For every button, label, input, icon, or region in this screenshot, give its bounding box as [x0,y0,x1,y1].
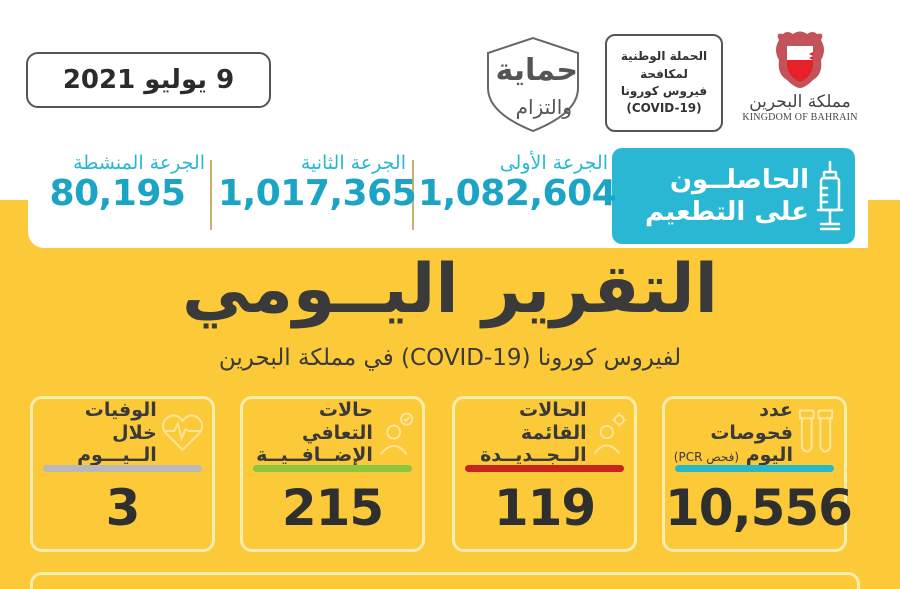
dose-first-label: الجرعة الأولى [499,152,608,174]
vaccinated-line2: على التطعيم [644,197,809,227]
stat-title-line1: عدد فحوصات [710,398,793,444]
vaccinated-label-text: الحاصلــون على التطعيم [645,164,809,229]
dose-second: الجرعة الثانية 1,017,365 [218,152,417,214]
divider [412,160,414,230]
stat-color-bar [253,465,412,472]
stat-color-bar [465,465,624,472]
divider [210,160,212,230]
stat-title-line2: الــيـــوم [77,444,157,467]
heart-pulse-icon [161,414,203,452]
stat-card-header: الحالات القائمة الــجــديــدة [463,399,626,466]
dose-first-value: 1,082,604 [418,173,617,214]
dose-second-label: الجرعة الثانية [300,152,406,174]
vaccinated-line1: الحاصلــون [669,164,809,195]
stat-card-title: الحالات القائمة الــجــديــدة [463,399,587,467]
dose-booster: الجرعة المنشطة 80,195 [30,152,205,214]
campaign-line: الحملة الوطنية [620,49,708,64]
syringe-icon [816,160,844,231]
campaign-line: لمكافحة [640,66,688,81]
dose-booster-value: 80,195 [49,173,186,214]
himaya-logo: حماية والتزام [478,33,588,133]
page-title: التقرير اليــومي [182,250,719,329]
stat-title-line2: اليوم [745,444,793,467]
stat-card-header: حالات التعافي الإضــافــيــة [251,399,414,466]
stat-title-line1: حالات التعافي [302,398,373,444]
page-subtitle: لفيروس كورونا (COVID-19) في مملكة البحري… [218,345,682,371]
person-recovered-icon [379,412,414,455]
stat-color-bar [675,465,834,472]
stat-title-note: (فحص PCR) [673,450,740,465]
himaya-logo-line2: والتزام [515,95,572,119]
dose-booster-label: الجرعة المنشطة [73,152,205,174]
stat-color-bar [43,465,202,472]
stat-card-new-cases: الحالات القائمة الــجــديــدة 119 [452,396,637,552]
vaccinated-label: الحاصلــون على التطعيم [612,148,855,244]
person-virus-icon [593,412,626,454]
shield-icon [487,36,579,133]
bottom-panel [30,572,860,589]
stat-value: 215 [281,479,384,537]
stat-title-line2: الإضــافــيــة [256,444,373,467]
himaya-logo-line1: حماية [495,53,578,88]
stat-value: 3 [105,479,141,537]
stat-title-line1: الوفيات خلال [84,398,157,444]
stat-card-title: عدد فحوصات اليوم (فحص PCR) [673,399,793,467]
stat-value: 10,556 [665,479,853,537]
report-date: 9 يوليو 2021 [26,52,271,108]
stat-value: 119 [493,479,596,537]
kingdom-name-arabic: مملكة البحرين [749,92,851,112]
stat-card-recoveries: حالات التعافي الإضــافــيــة 215 [240,396,425,552]
stat-card-title: حالات التعافي الإضــافــيــة [251,399,373,467]
coat-of-arms-icon [776,31,824,88]
kingdom-name-english: KINGDOM OF BAHRAIN [742,112,858,123]
stat-card-pcr-tests: عدد فحوصات اليوم (فحص PCR) 10,556 [662,396,853,552]
stat-title-line1: الحالات القائمة [518,398,587,444]
yellow-background [0,200,900,589]
stat-card-title: الوفيات خلال الــيـــوم [41,399,157,467]
stat-card-header: عدد فحوصات اليوم (فحص PCR) [673,399,836,466]
stat-card-deaths: الوفيات خلال الــيـــوم 3 [30,396,215,552]
dose-second-value: 1,017,365 [218,173,417,214]
campaign-logo-box: الحملة الوطنية لمكافحة فيروس كورونا (COV… [605,34,723,132]
dose-first: الجرعة الأولى 1,082,604 [418,152,617,214]
campaign-line: فيروس كورونا [620,84,708,98]
test-tubes-icon [798,409,834,453]
kingdom-of-bahrain-logo: مملكة البحرين KINGDOM OF BAHRAIN [730,30,870,135]
stat-title-line2: الــجــديــدة [480,444,587,467]
stat-card-header: الوفيات خلال الــيـــوم [41,399,204,466]
campaign-line: (COVID-19) [626,101,702,116]
